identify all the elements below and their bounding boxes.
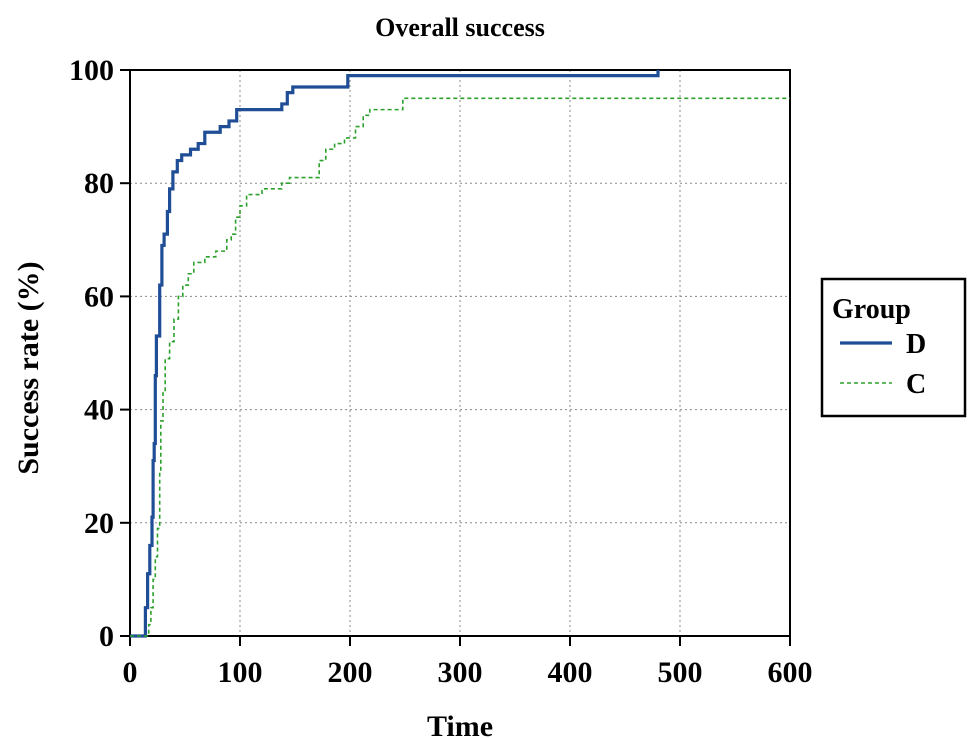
series-line-c bbox=[130, 97, 790, 637]
grid bbox=[130, 70, 790, 636]
x-tick-label: 600 bbox=[768, 656, 813, 689]
y-tick-label: 100 bbox=[69, 54, 114, 87]
chart-title: Overall success bbox=[375, 13, 545, 42]
series-line-d bbox=[130, 70, 660, 638]
y-tick-label: 60 bbox=[84, 280, 114, 313]
legend-label-c: C bbox=[906, 369, 926, 400]
y-tick-label: 80 bbox=[84, 167, 114, 200]
y-tick-label: 40 bbox=[84, 394, 114, 427]
legend-frame bbox=[820, 277, 967, 418]
y-axis-label: Success rate (%) bbox=[12, 261, 45, 474]
axis-ticks: 0 100 200 300 400 500 600 0 20 40 60 80 100 bbox=[69, 54, 813, 689]
x-tick-label: 300 bbox=[438, 656, 483, 689]
legend-entries: DC bbox=[840, 329, 926, 400]
legend-label-d: D bbox=[906, 329, 926, 360]
x-tick-label: 500 bbox=[658, 656, 703, 689]
x-tick-label: 0 bbox=[123, 656, 138, 689]
x-tick-label: 200 bbox=[328, 656, 373, 689]
legend: Group DC bbox=[820, 277, 967, 418]
y-tick-label: 0 bbox=[99, 620, 114, 653]
x-tick-label: 100 bbox=[218, 656, 263, 689]
y-tick-label: 20 bbox=[84, 507, 114, 540]
x-axis-label: Time bbox=[427, 710, 493, 738]
series-lines bbox=[130, 70, 790, 638]
legend-title: Group bbox=[832, 294, 911, 325]
x-tick-label: 400 bbox=[548, 656, 593, 689]
